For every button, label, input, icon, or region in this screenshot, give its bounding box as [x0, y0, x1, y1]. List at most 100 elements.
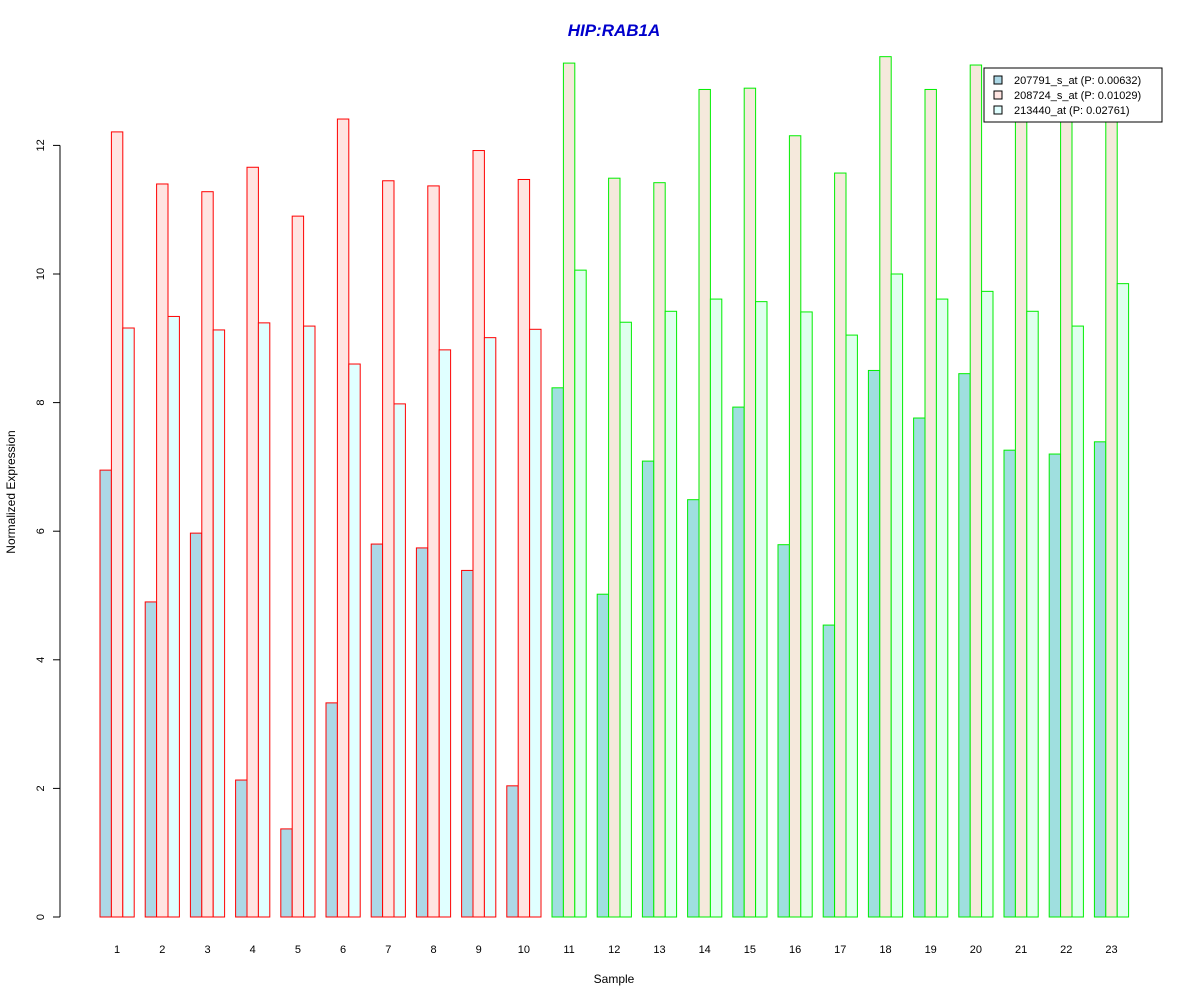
bar: [517, 178, 531, 918]
bar: [483, 337, 497, 918]
x-tick-label: 12: [608, 944, 620, 956]
x-tick-label: 14: [699, 944, 711, 956]
y-tick-label: 6: [35, 528, 47, 534]
x-tick-label: 5: [295, 944, 301, 956]
bar: [1093, 441, 1107, 918]
bar: [822, 624, 836, 918]
y-axis: 0 2 4 6 8 10 12: [35, 139, 61, 920]
bar: [800, 311, 813, 918]
x-tick-label: 18: [879, 944, 891, 956]
bar: [755, 301, 768, 918]
x-tick-label: 22: [1060, 944, 1072, 956]
bar: [732, 406, 745, 918]
x-tick-labels: 1 2 3 4 5 6 7 8 9 10 11 12 13 14 15 16 17 18 19 20 21 22 23: [114, 944, 1118, 956]
legend-box: [983, 67, 1163, 123]
bar: [1026, 310, 1039, 918]
bar: [144, 601, 158, 918]
bar: [981, 290, 994, 918]
bar: [461, 569, 474, 918]
bar: [664, 310, 678, 918]
bar: [122, 327, 135, 918]
bar: [235, 779, 248, 918]
bar: [562, 62, 576, 918]
bar: [687, 499, 700, 918]
bar: [280, 828, 293, 918]
y-tick-label: 0: [35, 914, 47, 920]
y-tick-label: 12: [35, 139, 47, 151]
x-tick-label: 17: [834, 944, 846, 956]
x-tick-label: 21: [1015, 944, 1027, 956]
bar: [201, 191, 214, 918]
bars: [99, 56, 1130, 918]
bar: [1071, 325, 1084, 918]
bar: [574, 269, 587, 918]
bar: [1003, 449, 1016, 918]
x-tick-label: 2: [159, 944, 165, 956]
legend-label: 208724_s_at (P: 0.01029): [1014, 90, 1141, 102]
bar: [608, 177, 621, 918]
bar: [969, 64, 983, 918]
bar: [777, 544, 790, 918]
x-tick-label: 1: [114, 944, 120, 956]
bar: [834, 172, 847, 918]
bar: [879, 56, 892, 918]
bar: [167, 315, 180, 918]
bar: [257, 322, 271, 918]
bar: [890, 273, 904, 918]
bar: [110, 131, 124, 918]
bar: [958, 373, 971, 918]
bar: [1014, 106, 1028, 918]
bar: [1048, 453, 1062, 918]
bar: [1105, 106, 1118, 918]
bar: [382, 180, 395, 918]
bar: [924, 88, 937, 918]
y-tick-label: 8: [35, 400, 47, 406]
bar: [370, 543, 384, 918]
bar: [619, 321, 632, 918]
bar: [709, 298, 723, 918]
bar: [336, 118, 350, 918]
legend-swatch: [993, 90, 1003, 100]
x-tick-label: 4: [250, 944, 256, 956]
legend-swatch: [993, 75, 1003, 85]
x-tick-label: 10: [518, 944, 530, 956]
bar: [156, 183, 169, 918]
x-axis-label: Sample: [594, 972, 635, 986]
x-tick-label: 20: [970, 944, 982, 956]
y-tick-label: 2: [35, 785, 47, 791]
bar: [189, 532, 203, 918]
x-tick-label: 15: [744, 944, 756, 956]
bar: [743, 87, 757, 918]
x-tick-label: 7: [385, 944, 391, 956]
bar: [1116, 283, 1130, 918]
bar: [506, 785, 519, 918]
bar: [427, 185, 440, 918]
bar: [935, 298, 949, 918]
chart-title: HIP:RAB1A: [568, 21, 661, 40]
bar: [212, 329, 226, 918]
x-tick-label: 8: [430, 944, 436, 956]
bar: [415, 547, 429, 918]
bar: [291, 215, 305, 918]
bar: [325, 702, 338, 918]
x-tick-label: 9: [476, 944, 482, 956]
legend-label: 213440_at (P: 0.02761): [1014, 105, 1130, 117]
bar: [393, 403, 406, 918]
bar: [551, 387, 564, 918]
legend: 207791_s_at (P: 0.00632) 208724_s_at (P: …: [983, 67, 1163, 123]
bar: [698, 88, 711, 918]
legend-label: 207791_s_at (P: 0.00632): [1014, 75, 1141, 87]
bar: [653, 182, 666, 918]
bar: [867, 369, 881, 918]
bar: [99, 469, 112, 918]
x-tick-label: 11: [563, 944, 574, 956]
bar: [472, 150, 485, 918]
bar: [1060, 106, 1073, 918]
bar: [641, 460, 655, 918]
x-tick-label: 13: [653, 944, 665, 956]
x-tick-label: 19: [925, 944, 937, 956]
bar: [788, 135, 802, 918]
x-tick-label: 3: [204, 944, 210, 956]
